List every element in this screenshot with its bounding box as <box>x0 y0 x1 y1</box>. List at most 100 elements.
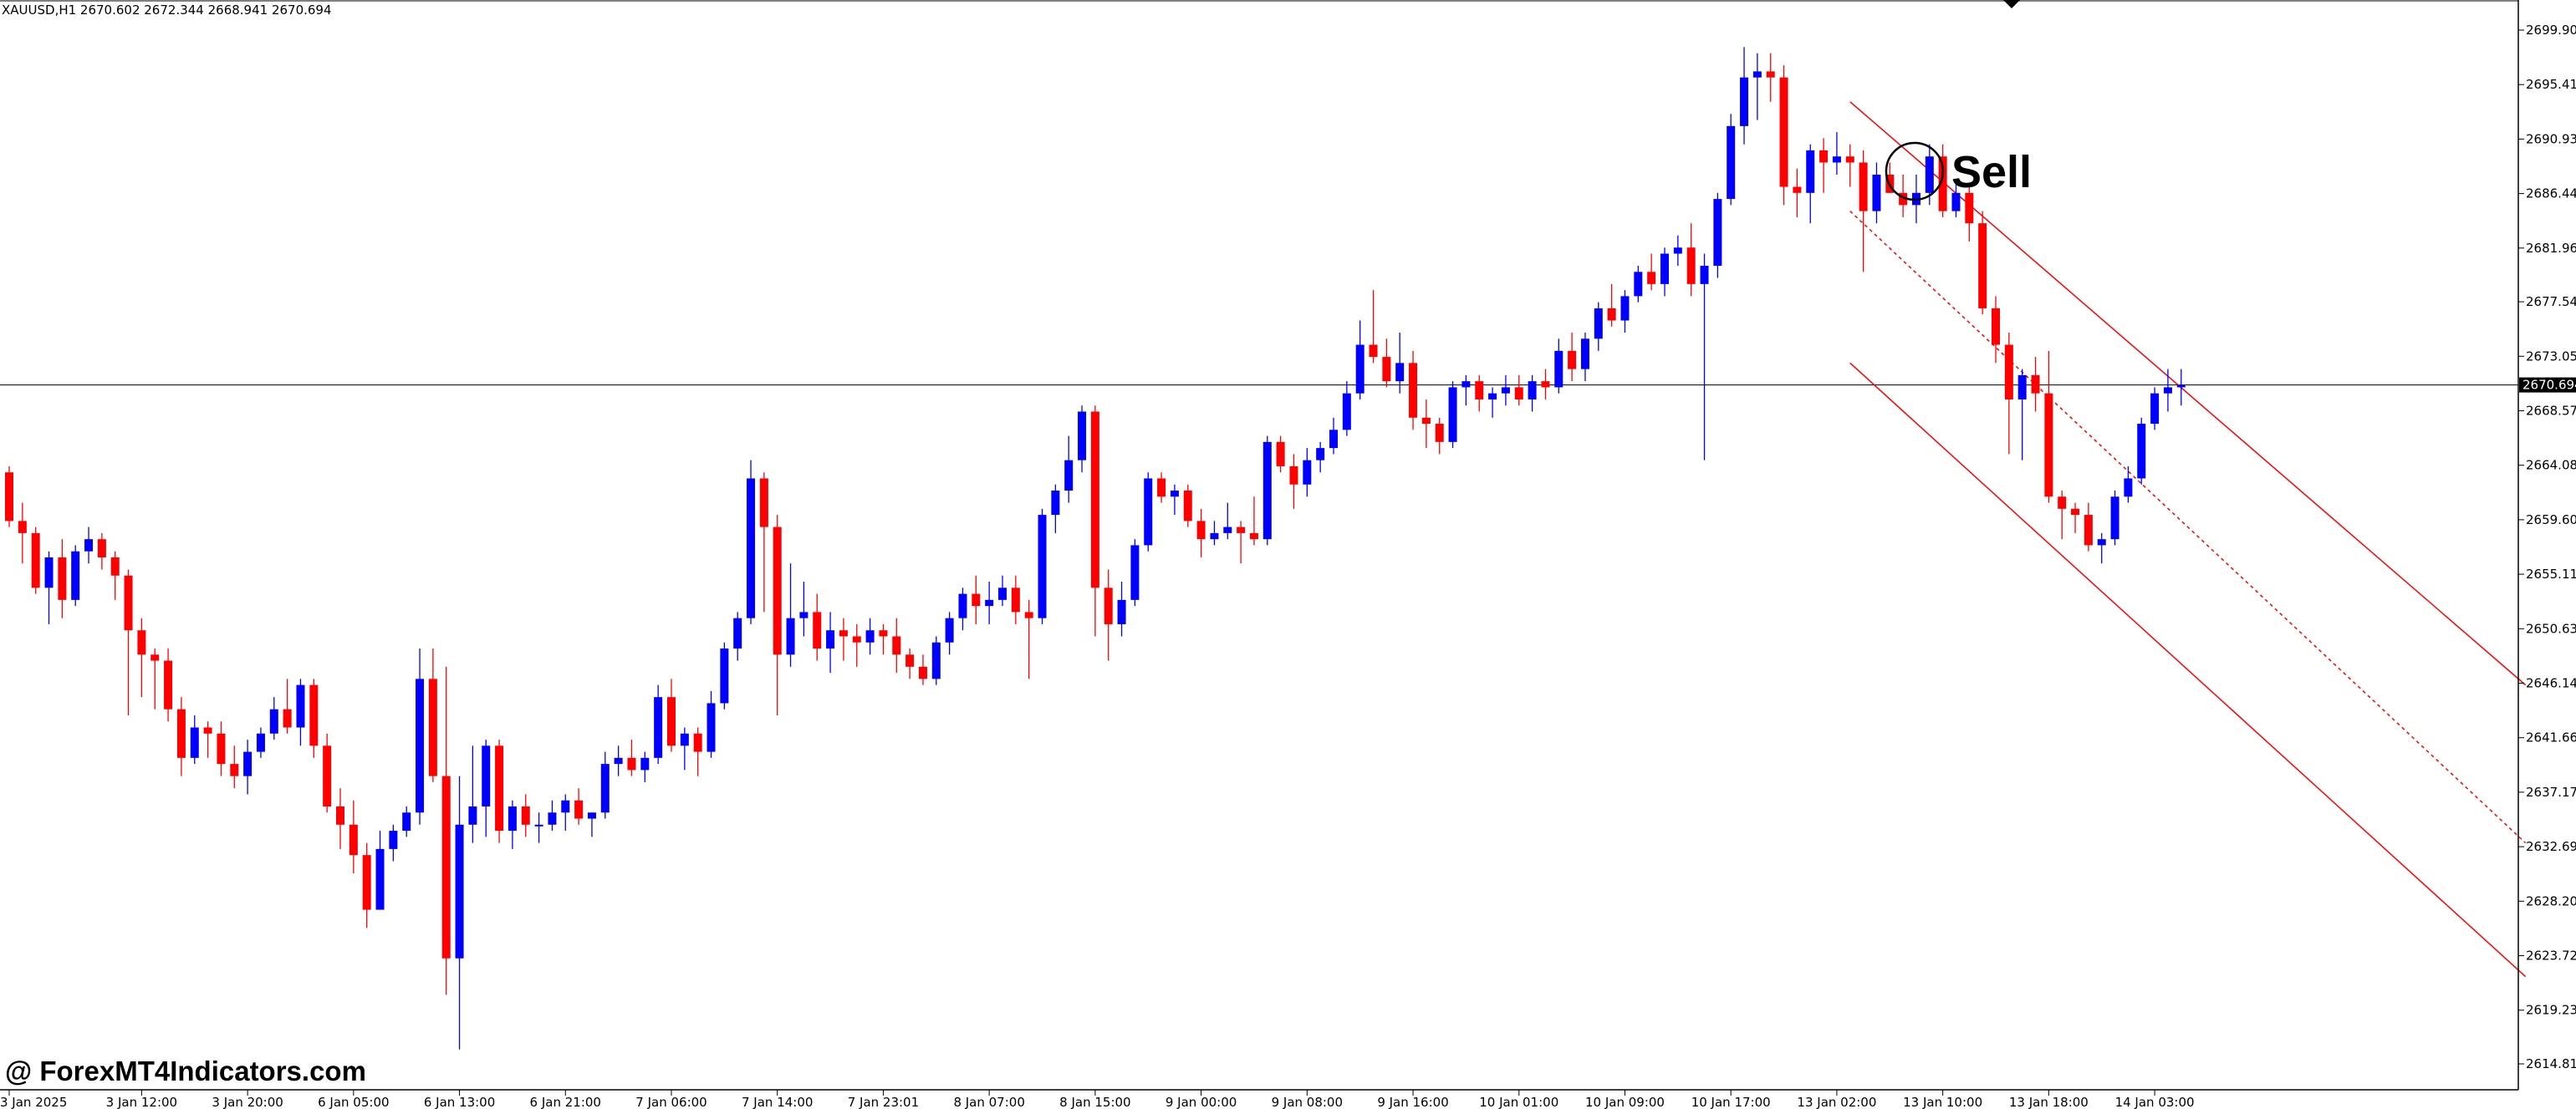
candle <box>150 649 160 710</box>
candle <box>2137 417 2146 485</box>
candle-body <box>1925 156 1934 193</box>
candle-body <box>614 757 623 765</box>
candle-body <box>2097 539 2106 546</box>
y-axis-ticks: 2699.900 2695.415 2690.930 2686.445 2681.960… <box>2518 23 2576 1071</box>
x-tick-label: 13 Jan 18:00 <box>2009 1095 2089 1109</box>
x-tick-label: 7 Jan 14:00 <box>742 1095 813 1109</box>
x-tick-label: 9 Jan 08:00 <box>1272 1095 1343 1109</box>
candle-body <box>389 831 398 849</box>
scroll-marker-icon[interactable] <box>2003 0 2020 8</box>
candle-body <box>1369 344 1378 358</box>
candle <box>1620 290 1630 333</box>
candle-body <box>561 800 570 813</box>
candle-body <box>1620 296 1630 321</box>
candle <box>283 679 292 734</box>
candle <box>124 569 133 715</box>
candle <box>2044 350 2053 503</box>
x-tick-label: 13 Jan 10:00 <box>1903 1095 1982 1109</box>
candle-body <box>1806 150 1815 193</box>
candle <box>998 575 1007 607</box>
y-tick-label: 2668.570 <box>2526 403 2576 418</box>
candle <box>1104 569 1113 661</box>
candle <box>1421 399 1431 449</box>
candle <box>733 612 742 661</box>
candle-body <box>1435 424 1444 442</box>
candle <box>5 465 13 527</box>
candle-body <box>97 539 106 557</box>
candle <box>640 751 650 782</box>
candle-body <box>773 527 782 655</box>
candle <box>1965 186 1974 242</box>
candle <box>1634 266 1643 303</box>
candle-body <box>203 727 212 734</box>
candle-body <box>495 745 504 832</box>
regression-channel <box>1849 101 2527 978</box>
candle-body <box>786 618 795 655</box>
candle <box>1117 582 1126 637</box>
candle <box>1607 283 1616 327</box>
candle-body <box>256 733 265 752</box>
candle <box>31 527 40 594</box>
candle <box>2110 491 2119 546</box>
candle <box>1752 53 1762 120</box>
candle <box>627 740 636 776</box>
x-tick-label: 3 Jan 2025 <box>0 1095 67 1109</box>
candle-body <box>1978 223 1987 308</box>
candle-body <box>164 660 173 710</box>
candle-body <box>1289 465 1298 485</box>
y-tick-label: 2664.085 <box>2526 458 2576 473</box>
y-tick-label: 2632.690 <box>2526 839 2576 854</box>
y-tick-label: 2614.815 <box>2526 1056 2576 1071</box>
candle-body <box>124 575 133 631</box>
candle-body <box>693 733 702 752</box>
candle <box>1501 374 1510 406</box>
candle <box>375 831 385 910</box>
candle-body <box>2044 393 2053 497</box>
candle-body <box>1183 491 1192 521</box>
candle <box>1568 333 1577 382</box>
candle-body <box>217 733 226 765</box>
candle-body <box>296 684 305 728</box>
candle-body <box>600 764 610 813</box>
candle <box>892 618 901 674</box>
candle-body <box>1409 363 1418 418</box>
candle <box>1342 381 1351 436</box>
candle <box>84 527 94 564</box>
candle <box>455 776 464 1050</box>
candle-body <box>84 539 94 552</box>
candle-body <box>839 630 848 637</box>
candle-body <box>71 551 80 600</box>
candle-body <box>534 824 543 827</box>
candle-body <box>309 684 319 746</box>
candle-body <box>1607 308 1616 321</box>
y-tick-label: 2699.900 <box>2526 23 2576 38</box>
candle-body <box>865 630 875 643</box>
candle <box>58 539 67 618</box>
candle-body <box>1078 411 1087 460</box>
y-tick-label: 2690.930 <box>2526 131 2576 146</box>
candle-body <box>1196 521 1206 540</box>
candle-body <box>826 630 835 649</box>
candle <box>1144 472 1153 552</box>
candle <box>1488 387 1497 418</box>
candle <box>2097 532 2106 564</box>
candle <box>1594 302 1603 351</box>
candle-body <box>892 636 901 655</box>
y-tick-label: 2619.235 <box>2526 1003 2576 1018</box>
candle-body <box>150 654 160 661</box>
candle-body <box>1740 77 1749 126</box>
axes <box>0 0 2519 1091</box>
candle-body <box>2084 515 2093 546</box>
candle-body <box>1647 272 1656 284</box>
candle <box>2163 369 2172 412</box>
candle <box>1038 508 1047 624</box>
candle <box>468 745 477 843</box>
candle <box>1355 320 1365 399</box>
candle-body <box>428 679 437 776</box>
x-tick-label: 6 Jan 05:00 <box>318 1095 389 1109</box>
candle-body <box>1541 381 1550 388</box>
candle-body <box>230 764 239 776</box>
candle <box>747 460 756 624</box>
candle <box>972 575 981 624</box>
